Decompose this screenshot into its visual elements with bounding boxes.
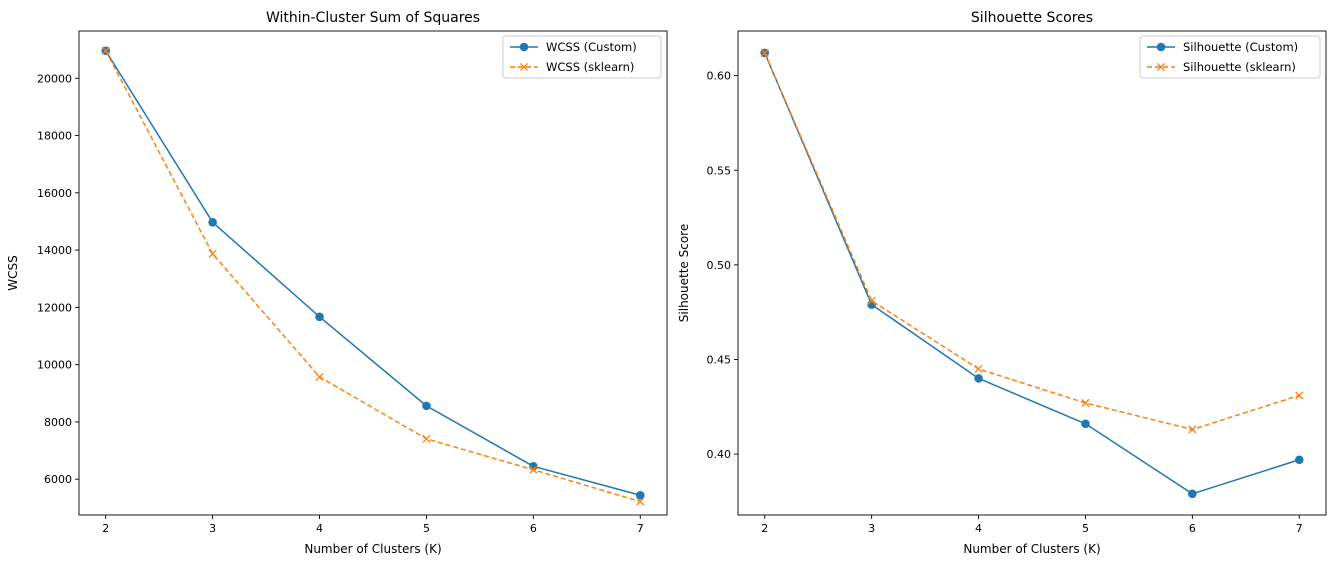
data-point [208, 218, 217, 227]
y-tick-label: 12000 [37, 301, 72, 314]
legend-box [502, 35, 662, 79]
x-tick-label: 3 [209, 522, 216, 535]
y-tick-label: 16000 [37, 187, 72, 200]
x-tick-label: 4 [316, 522, 323, 535]
data-point [1188, 425, 1197, 434]
series-line [105, 50, 641, 496]
legend-box [1139, 35, 1321, 79]
y-tick-label: 20000 [37, 72, 72, 85]
data-point [1081, 398, 1090, 408]
y-tick-label: 0.55 [707, 164, 732, 177]
data-point [867, 296, 876, 305]
data-point [974, 364, 983, 373]
x-tick-label: 4 [975, 522, 982, 535]
y-axis-label: Silhouette Score [677, 224, 691, 322]
y-tick-label: 0.45 [707, 353, 732, 366]
data-point [1188, 489, 1197, 499]
legend-label: Silhouette (sklearn) [1183, 60, 1296, 74]
series-line [764, 52, 1300, 431]
y-tick-label: 14000 [37, 244, 72, 257]
data-point [208, 249, 217, 258]
axes-frame [737, 30, 1327, 516]
data-point [1295, 391, 1304, 400]
legend-label: WCSS (sklearn) [546, 60, 634, 74]
legend: WCSS (Custom) WCSS (sklearn) [502, 35, 662, 79]
data-point [636, 497, 645, 506]
chart-panel-1: Within-Cluster Sum of Squares Number of C… [6, 10, 668, 556]
series-2 [101, 46, 645, 506]
y-tick-label: 0.40 [707, 448, 732, 461]
data-point [315, 312, 324, 322]
x-tick-label: 2 [102, 522, 109, 535]
data-point [760, 48, 769, 58]
x-tick-label: 7 [637, 522, 644, 535]
x-tick-label: 6 [1189, 522, 1196, 535]
series-2 [760, 48, 1304, 434]
x-tick-label: 5 [1082, 522, 1089, 535]
x-tick-label: 2 [761, 522, 768, 535]
data-point [1081, 419, 1090, 429]
data-point [974, 374, 983, 383]
y-tick-label: 0.50 [707, 259, 732, 272]
series-1 [101, 46, 645, 500]
legend-label: WCSS (Custom) [546, 40, 637, 54]
y-tick-label: 8000 [44, 416, 72, 429]
chart-panel-2: Silhouette Scores Number of Clusters (K) S… [677, 10, 1327, 556]
data-point [101, 46, 110, 55]
data-point [422, 434, 431, 443]
legend-swatch-marker [1156, 62, 1166, 72]
legend-swatch-marker [519, 62, 529, 72]
x-tick-label: 6 [530, 522, 537, 535]
y-tick-label: 18000 [37, 130, 72, 143]
legend-swatch-marker [1156, 42, 1166, 52]
series-1 [760, 48, 1304, 499]
data-point [635, 490, 645, 500]
data-point [422, 401, 431, 411]
legend-swatch-marker [519, 42, 529, 52]
x-axis-label: Number of Clusters (K) [304, 542, 441, 556]
data-point [315, 372, 324, 382]
x-axis-label: Number of Clusters (K) [963, 542, 1100, 556]
series-line [764, 52, 1300, 495]
x-tick-label: 5 [423, 522, 430, 535]
x-tick-label: 7 [1296, 522, 1303, 535]
series-line [105, 50, 641, 503]
y-tick-label: 6000 [44, 473, 72, 486]
data-point [529, 465, 538, 474]
axes-frame [78, 30, 668, 516]
legend: Silhouette (Custom) Silhouette (sklearn) [1139, 35, 1321, 79]
data-point [1294, 455, 1304, 465]
y-axis-label: WCSS [6, 255, 20, 290]
chart-title: Silhouette Scores [971, 10, 1093, 26]
chart-title: Within-Cluster Sum of Squares [266, 10, 480, 26]
legend-label: Silhouette (Custom) [1183, 40, 1298, 54]
y-tick-label: 0.60 [707, 70, 732, 83]
y-tick-label: 10000 [37, 359, 72, 372]
x-tick-label: 3 [868, 522, 875, 535]
